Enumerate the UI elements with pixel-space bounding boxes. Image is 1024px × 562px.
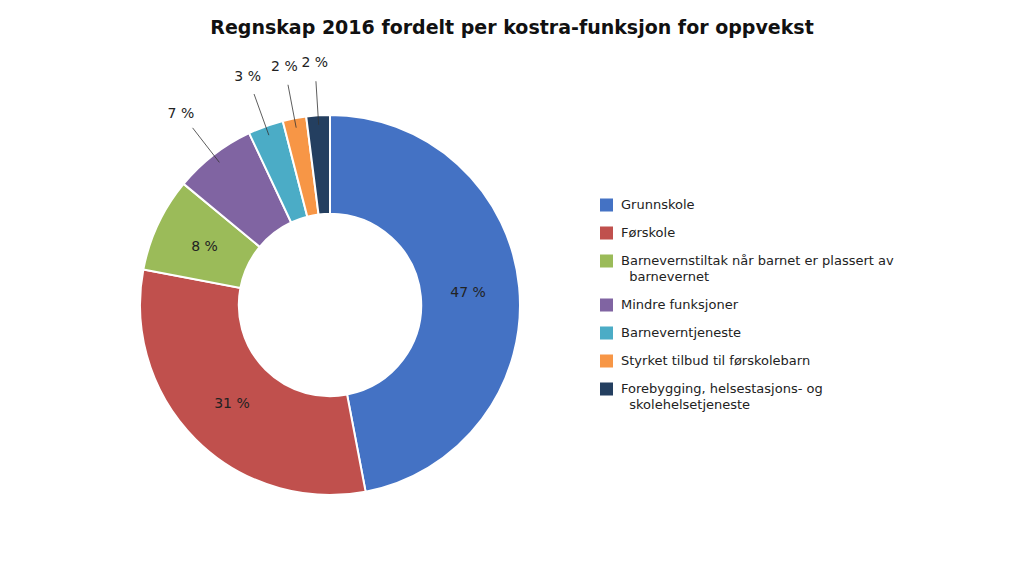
data-label: 2 %	[301, 54, 328, 70]
data-label: 31 %	[214, 395, 250, 411]
data-label: 8 %	[191, 238, 218, 254]
legend-label: Grunnskole	[621, 197, 695, 212]
slices	[140, 115, 520, 495]
data-label: 2 %	[271, 58, 298, 74]
slice	[140, 269, 366, 495]
legend-swatch	[600, 199, 613, 212]
legend-label: Barnevernstiltak når barnet er plassert …	[621, 253, 894, 284]
leader-line	[316, 81, 319, 125]
leader-line	[193, 128, 220, 163]
slice	[330, 115, 520, 492]
legend-swatch	[600, 227, 613, 240]
legend-swatch	[600, 299, 613, 312]
legend-swatch	[600, 327, 613, 340]
data-label: 47 %	[450, 284, 486, 300]
legend-swatch	[600, 355, 613, 368]
legend-swatch	[600, 383, 613, 396]
leader-line	[288, 85, 296, 128]
data-labels: 47 % 31 % 8 % 7 % 3 % 2 %2 %	[168, 54, 486, 411]
legend-label: Barneverntjeneste	[621, 325, 741, 340]
legend: Grunnskole Førskole Barnevernstiltak når b…	[600, 197, 894, 412]
legend-label: Styrket tilbud til førskolebarn	[621, 353, 810, 368]
legend-label: Førskole	[621, 225, 675, 240]
legend-label: Mindre funksjoner	[621, 297, 739, 312]
legend-label: Forebygging, helsestasjons- og skolehels…	[621, 381, 823, 412]
chart-container: Regnskap 2016 fordelt per kostra-funksjo…	[0, 0, 1024, 562]
leader-line	[254, 94, 269, 135]
chart-svg: Regnskap 2016 fordelt per kostra-funksjo…	[0, 0, 1024, 562]
data-label: 7 %	[168, 105, 195, 121]
slice	[306, 115, 330, 215]
data-label: 3 %	[234, 68, 261, 84]
legend-swatch	[600, 255, 613, 268]
chart-title: Regnskap 2016 fordelt per kostra-funksjo…	[210, 16, 813, 38]
